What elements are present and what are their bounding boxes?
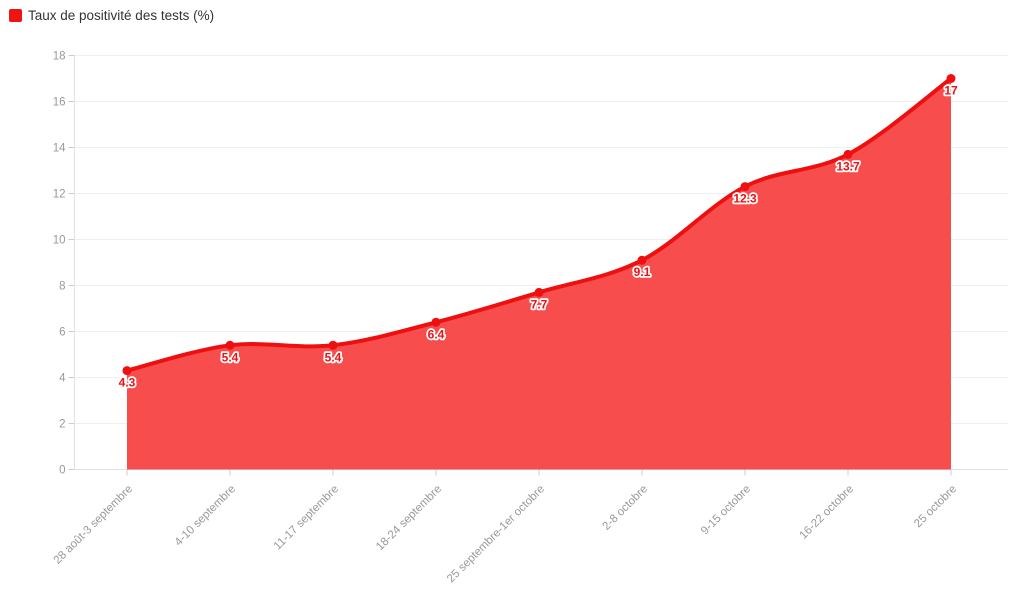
y-axis-label: 12 [53,189,66,201]
data-point[interactable] [740,182,750,192]
data-point[interactable] [946,74,956,83]
data-point-label: 6.4 [428,327,445,341]
data-point[interactable] [122,366,132,376]
data-point-label: 4.3 [119,376,136,390]
series-area [127,78,951,470]
y-axis-label: 8 [59,281,65,293]
y-axis-label: 2 [59,419,65,431]
y-axis-label: 14 [53,143,66,155]
legend[interactable]: Taux de positivité des tests (%) [9,8,214,23]
y-axis-label: 0 [59,465,65,477]
x-axis-label: 4-10 septembre [173,483,238,548]
y-axis-label: 4 [59,373,66,385]
y-axis-label: 16 [53,97,66,109]
data-point[interactable] [328,340,338,350]
data-point-label: 12.3 [733,192,757,206]
data-point[interactable] [225,340,235,350]
data-point[interactable] [843,149,853,159]
x-axis-label: 9-15 octobre [699,483,753,537]
x-axis-label: 25 septembre-1er octobre [445,483,547,585]
x-axis-label: 25 octobre [912,483,959,530]
data-point-label: 17 [944,84,958,98]
data-point-label: 13.7 [836,159,860,173]
y-axis-label: 18 [53,51,66,63]
legend-label: Taux de positivité des tests (%) [28,8,215,23]
data-point-label: 5.4 [325,350,342,364]
x-axis-label: 11-17 septembre [272,483,341,552]
data-point-label: 9.1 [634,265,651,279]
data-point[interactable] [534,287,544,297]
y-axis-label: 10 [53,235,66,247]
x-axis-label: 28 août-3 septembre [52,483,136,567]
data-point[interactable] [431,317,441,327]
x-axis-label: 16-22 octobre [797,483,856,542]
data-point-label: 5.4 [222,350,239,364]
data-point[interactable] [637,255,647,265]
x-axis-label: 18-24 septembre [374,483,444,553]
legend-marker [9,9,22,22]
x-axis-label: 2-8 octobre [600,483,650,533]
y-axis-label: 6 [59,327,65,339]
data-point-label: 7.7 [531,297,548,311]
